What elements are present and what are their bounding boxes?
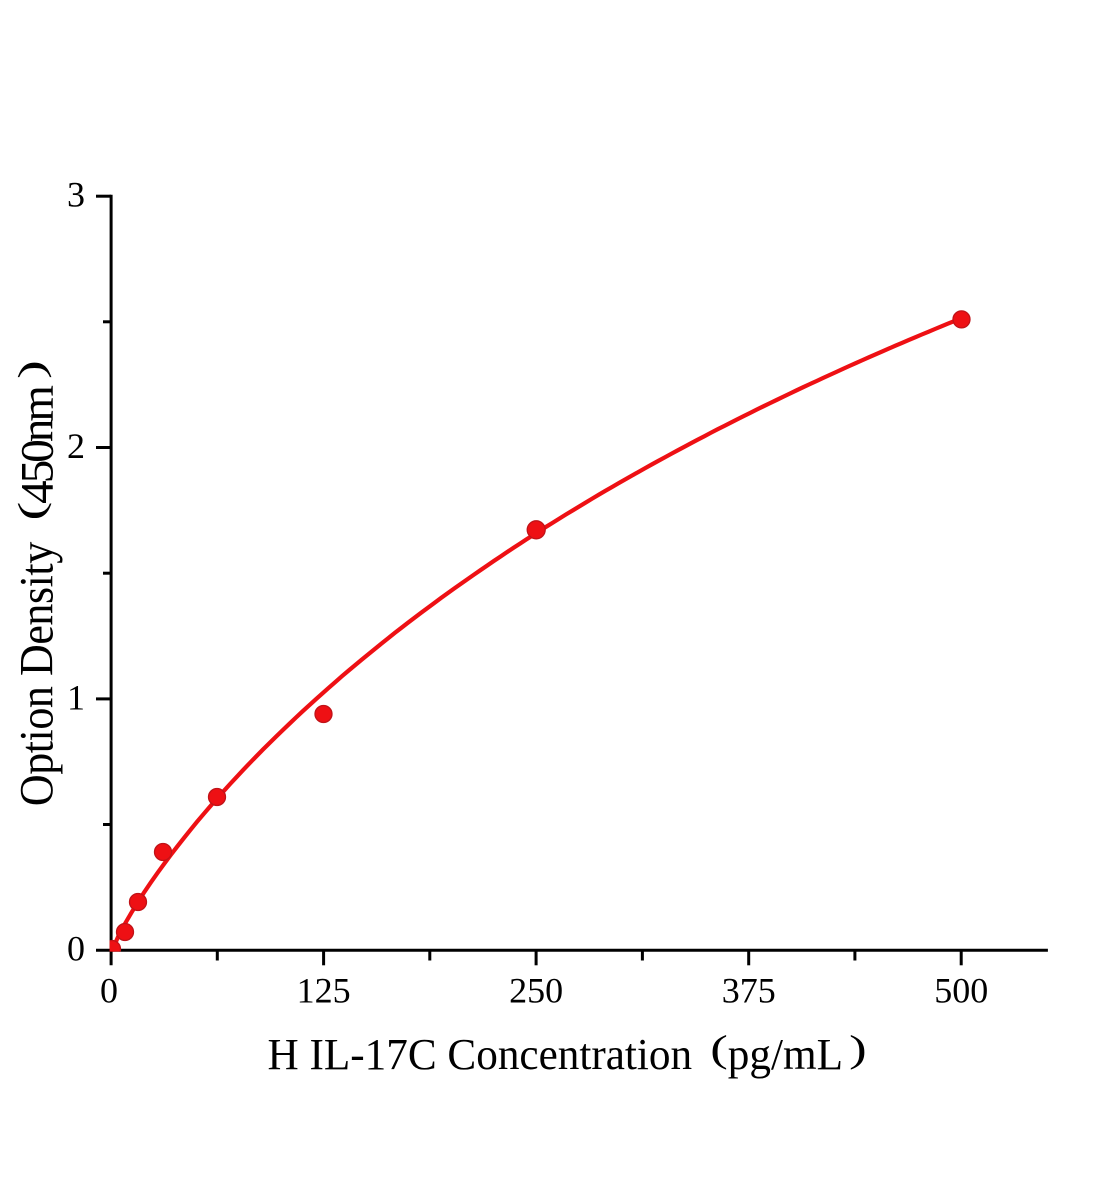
svg-text:500: 500 [934, 971, 988, 1011]
svg-text:450nm: 450nm [12, 385, 64, 504]
svg-text:3: 3 [67, 175, 85, 215]
svg-text:0: 0 [67, 929, 85, 969]
svg-text:2: 2 [67, 426, 85, 466]
svg-text:(: ( [710, 1027, 728, 1070]
svg-text:): ) [11, 360, 52, 379]
svg-text:H IL-17C Concentration: H IL-17C Concentration [268, 1030, 693, 1079]
svg-text:0: 0 [100, 971, 118, 1011]
svg-text:Option Density: Option Density [10, 542, 63, 806]
svg-text:1: 1 [67, 677, 85, 717]
svg-text:375: 375 [722, 971, 776, 1011]
svg-text:): ) [849, 1027, 867, 1070]
svg-text:pg/mL: pg/mL [728, 1030, 843, 1079]
svg-text:125: 125 [297, 971, 351, 1011]
svg-text:(: ( [11, 502, 52, 521]
svg-text:250: 250 [509, 971, 563, 1011]
